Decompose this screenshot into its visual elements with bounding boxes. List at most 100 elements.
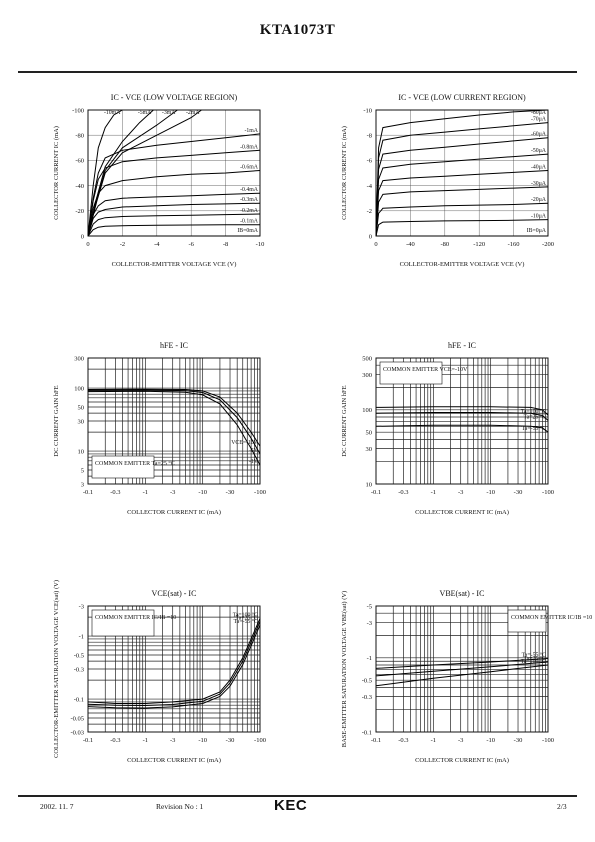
x-tick-label: -3 [170, 489, 175, 496]
chart-title: IC - VCE (LOW VOLTAGE REGION) [111, 93, 238, 102]
y-tick-label: -80 [75, 133, 84, 140]
series-label: -0.2mA [240, 208, 259, 214]
x-tick-label: -10 [198, 489, 207, 496]
series-line [87, 621, 261, 707]
y-tick-label: -1 [367, 655, 372, 662]
series-line [87, 109, 123, 237]
series-label: Ta=-55 °C [522, 425, 546, 432]
y-tick-label: -40 [75, 183, 84, 190]
series-line [375, 186, 549, 237]
chart-ic-vce-low-current: IC - VCE (LOW CURRENT REGION) 0 -40 -80 -120… [341, 93, 554, 268]
x-tick-label: -120 [473, 241, 485, 248]
y-tick-label: -0.3 [362, 694, 372, 701]
series-label: -1mA [244, 128, 258, 134]
x-axis-label: COLLECTOR CURRENT IC (mA) [415, 509, 509, 516]
x-tick-label: -3 [170, 737, 175, 744]
series-label: VCE=-10V [231, 440, 259, 446]
series-label: -0.8mA [240, 144, 259, 150]
series-label: IB=0mA [237, 228, 258, 234]
series-label: Ta=-55 °C [234, 618, 258, 625]
chart-hfe-ic-1: hFE - IC -0.1 -0.3 -1 -3 -10 -30 -100 3 5 10 30 50 10… [53, 341, 266, 516]
chart-title: hFE - IC [448, 341, 476, 350]
x-tick-label: 0 [374, 241, 377, 248]
y-tick-label: -3 [367, 620, 372, 627]
series-line [87, 388, 261, 447]
series-line [87, 192, 261, 237]
series-line [87, 618, 261, 704]
page-title: KTA1073T [259, 22, 336, 38]
series-label: -0.4mA [240, 187, 259, 193]
y-axis-label: COLLECTOR CURRENT IC (mA) [53, 126, 60, 220]
series-label: -80μA [531, 110, 547, 116]
x-tick-label: -0.3 [398, 489, 408, 496]
x-tick-label: -0.3 [110, 489, 120, 496]
series-label: -5mA [138, 110, 152, 116]
y-axis-label: DC CURRENT GAIN hFE [53, 385, 60, 456]
x-tick-label: -10 [256, 241, 265, 248]
series-label: -50μA [531, 148, 547, 154]
annotation-text: COMMON EMITTER IC/IB =10 [95, 615, 176, 621]
series-label: Ta=-55 °C [522, 651, 546, 658]
series-line [375, 661, 549, 677]
x-tick-label: -0.3 [398, 737, 408, 744]
y-tick-label: -0.5 [362, 677, 372, 684]
plot-frame [375, 357, 549, 485]
y-tick-label: 30 [78, 418, 85, 425]
x-tick-label: -0.1 [83, 737, 93, 744]
x-tick-label: -0.1 [371, 737, 381, 744]
y-axis-label: DC CURRENT GAIN hFE [341, 385, 348, 456]
x-tick-label: 0 [86, 241, 89, 248]
y-axis-label: COLLECTOR-EMITTER SATURATION VOLTAGE VCE… [53, 580, 60, 758]
x-tick-label: -200 [542, 241, 554, 248]
y-tick-label: -1 [79, 633, 84, 640]
header-rule [18, 71, 577, 73]
chart-title: VCE(sat) - IC [152, 589, 197, 598]
series-line [87, 624, 261, 709]
series-line [87, 109, 202, 237]
chart-ic-vce-low-voltage: IC - VCE (LOW VOLTAGE REGION) 0 -2 -4 -6 -8 -1… [53, 93, 265, 268]
annotation-box [91, 609, 155, 637]
y-tick-label: -0.03 [70, 729, 84, 736]
x-tick-label: -40 [406, 241, 415, 248]
x-tick-label: -100 [542, 737, 554, 744]
y-tick-label: -0.3 [74, 666, 84, 673]
y-tick-label: 100 [74, 385, 84, 392]
plot-frame [87, 605, 261, 733]
series-line [375, 219, 549, 237]
y-tick-label: 3 [81, 481, 84, 488]
x-tick-label: -80 [440, 241, 449, 248]
annotation-box [91, 455, 155, 479]
x-tick-label: -1 [431, 737, 436, 744]
y-tick-label: 500 [362, 355, 372, 362]
y-tick-label: -5 [367, 603, 372, 610]
series-label: -40μA [531, 164, 547, 170]
series-label: -0.3mA [240, 197, 259, 203]
series-label: Ta=100 °C [233, 611, 258, 618]
y-tick-label: 50 [366, 429, 373, 436]
x-axis-label: COLLECTOR-EMITTER VOLTAGE VCE (V) [400, 261, 525, 268]
plot-frame [375, 109, 549, 237]
x-tick-label: -10 [486, 489, 495, 496]
y-tick-label: 0 [369, 233, 372, 240]
x-tick-label: -30 [226, 489, 235, 496]
footer-revision: Revision No : 1 [156, 802, 204, 811]
footer-rule [18, 795, 577, 797]
x-tick-label: -0.1 [83, 489, 93, 496]
chart-title: IC - VCE (LOW CURRENT REGION) [398, 93, 526, 102]
series-label: Ta=25 °C [236, 615, 259, 622]
grid-lines [375, 357, 549, 485]
y-tick-label: 5 [81, 467, 84, 474]
x-tick-label: -10 [198, 737, 207, 744]
annotation-box [507, 609, 547, 633]
chart-title: VBE(sat) - IC [440, 589, 485, 598]
x-tick-label: -6 [188, 241, 194, 248]
series-line [375, 202, 549, 237]
y-tick-label: 0 [81, 233, 84, 240]
kec-logo: KEC [274, 797, 308, 814]
series-label: Ta=100 °C [521, 408, 546, 415]
series-label: IB=0μA [527, 228, 547, 234]
series-label: -2mA [186, 110, 200, 116]
x-tick-label: -30 [514, 489, 523, 496]
series-line [375, 424, 549, 433]
x-tick-label: -100 [254, 489, 266, 496]
